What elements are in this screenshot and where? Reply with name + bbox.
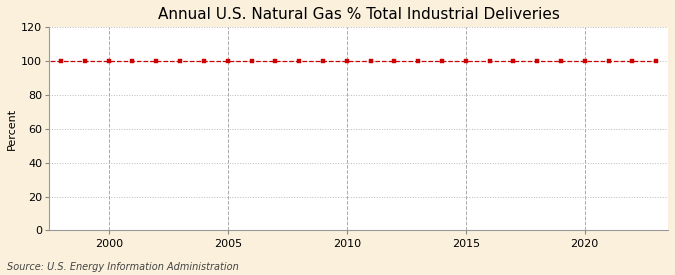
Text: Source: U.S. Energy Information Administration: Source: U.S. Energy Information Administ… [7,262,238,272]
Y-axis label: Percent: Percent [7,108,17,150]
Title: Annual U.S. Natural Gas % Total Industrial Deliveries: Annual U.S. Natural Gas % Total Industri… [158,7,560,22]
